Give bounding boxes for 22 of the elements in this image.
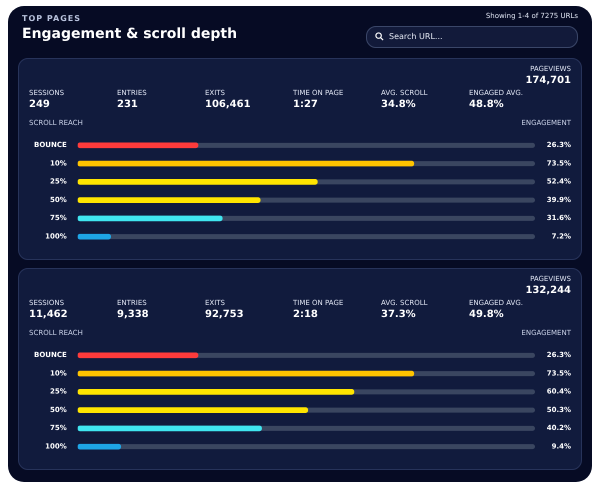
text: 106,461: [205, 99, 251, 110]
text: 48.8%: [469, 99, 505, 110]
bar: [78, 216, 223, 222]
bar: [78, 352, 198, 358]
text: 249: [29, 99, 51, 110]
text: 1:27: [293, 99, 319, 110]
text: 174,701: [525, 75, 571, 86]
bar: [78, 142, 198, 148]
chart-subtitle: TOP PAGES: [22, 14, 82, 23]
text: 231: [117, 99, 139, 110]
text: 11,462: [29, 309, 68, 320]
text: 34.8%: [381, 99, 417, 110]
search-field: Search URL...: [366, 26, 578, 48]
text: 132,244: [525, 285, 571, 296]
bar: [78, 444, 122, 450]
text: 37.3%: [381, 309, 417, 320]
bar: [78, 234, 111, 240]
text: 9,338: [117, 309, 149, 320]
text: 2:18: [293, 309, 319, 320]
text: 49.8%: [469, 309, 505, 320]
text: 92,753: [205, 309, 244, 320]
chart-title: Engagement & scroll depth: [22, 26, 238, 42]
